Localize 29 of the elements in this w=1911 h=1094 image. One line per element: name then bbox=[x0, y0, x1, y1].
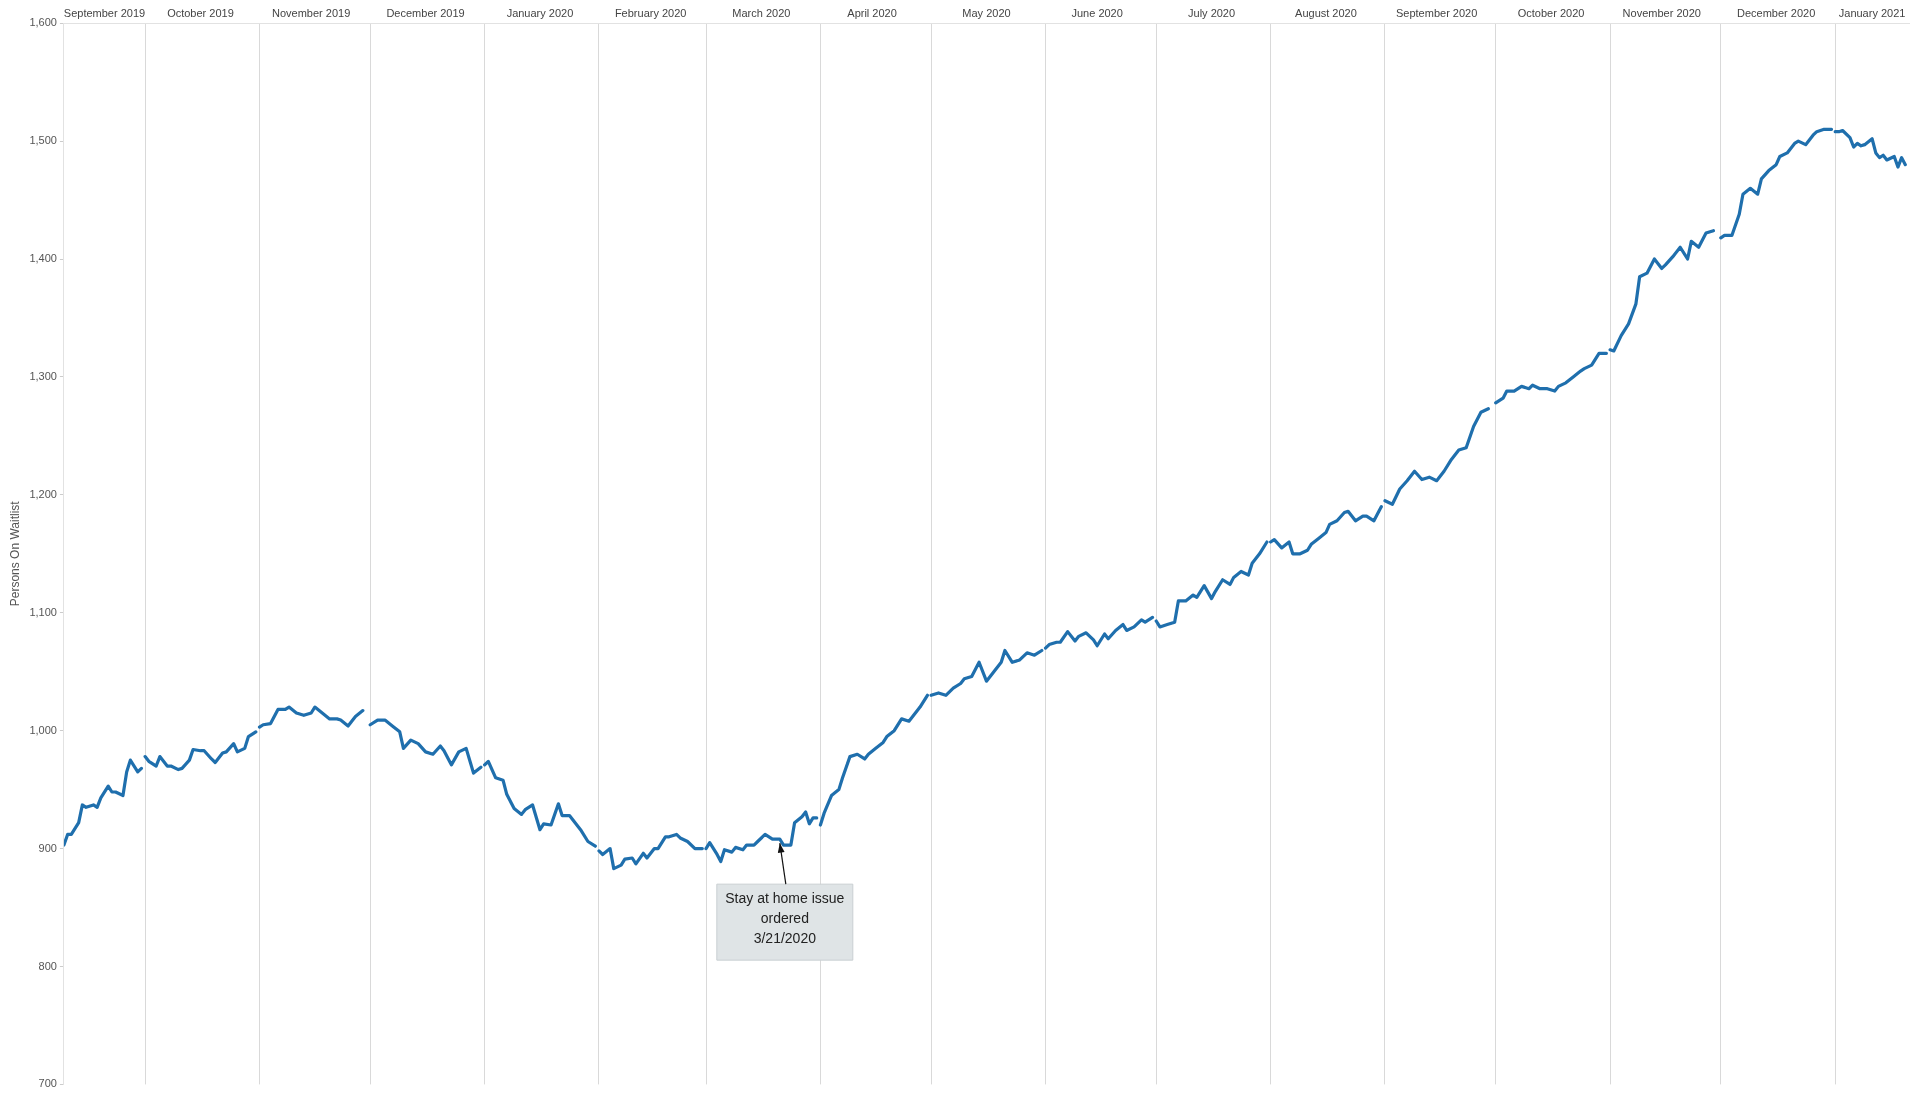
x-tick-label: July 2020 bbox=[1188, 6, 1236, 19]
y-tick-label: 900 bbox=[38, 841, 57, 854]
x-tick-label: June 2020 bbox=[1071, 6, 1123, 19]
y-tick-label: 1,300 bbox=[29, 369, 57, 382]
x-tick-label: October 2020 bbox=[1517, 6, 1585, 19]
x-tick-label: December 2019 bbox=[386, 6, 465, 19]
x-tick-label: September 2019 bbox=[63, 6, 146, 19]
y-tick-label: 800 bbox=[38, 959, 57, 972]
y-tick-label: 1,600 bbox=[29, 16, 57, 29]
y-tick-label: 700 bbox=[38, 1077, 57, 1090]
x-tick-label: January 2020 bbox=[506, 6, 574, 19]
annotation: Stay at home issue ordered 3/21/2020 bbox=[725, 890, 845, 946]
x-tick-label: April 2020 bbox=[847, 6, 897, 19]
y-tick-label: 1,000 bbox=[29, 723, 57, 736]
x-tick-label: December 2020 bbox=[1737, 6, 1816, 19]
x-tick-label: September 2020 bbox=[1395, 6, 1478, 19]
y-tick-label: 1,500 bbox=[29, 134, 57, 147]
x-tick-label: November 2020 bbox=[1622, 6, 1701, 19]
x-tick-label: February 2020 bbox=[614, 6, 687, 19]
x-tick-label: March 2020 bbox=[732, 6, 791, 19]
x-tick-label: August 2020 bbox=[1295, 6, 1357, 19]
y-tick-label: 1,100 bbox=[29, 605, 57, 618]
x-tick-label: October 2019 bbox=[167, 6, 234, 19]
y-tick-label: 1,200 bbox=[29, 487, 57, 500]
y-axis-title: Persons On Waitlist bbox=[7, 500, 22, 607]
x-tick-label: January 2021 bbox=[1838, 6, 1906, 19]
x-tick-label: May 2020 bbox=[962, 6, 1011, 19]
y-tick-label: 1,400 bbox=[29, 252, 57, 265]
x-tick-label: November 2019 bbox=[272, 6, 351, 19]
